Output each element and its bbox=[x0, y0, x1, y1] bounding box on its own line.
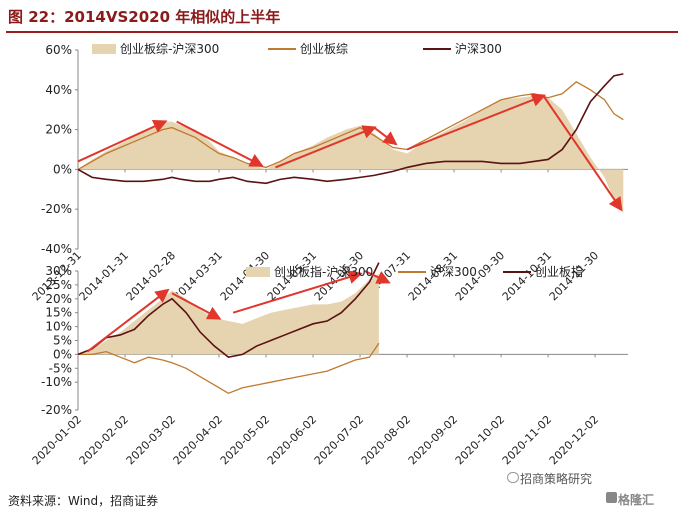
y-tick-label: 0% bbox=[53, 162, 72, 176]
x-tick-label: 2020-12-02 bbox=[547, 413, 601, 467]
figure-title: 图 22：2014VS2020 年相似的上半年 bbox=[8, 8, 281, 26]
y-tick-label: -10% bbox=[41, 375, 72, 389]
trend-arrow bbox=[364, 270, 391, 284]
trend-arrow bbox=[373, 126, 398, 146]
trend-arrow bbox=[406, 93, 546, 151]
trend-arrow bbox=[86, 288, 170, 353]
area-series-0 bbox=[78, 273, 379, 355]
y-tick-label: -40% bbox=[41, 242, 72, 256]
legend-swatch-area bbox=[92, 44, 116, 54]
y-tick-label: 10% bbox=[45, 320, 72, 334]
y-tick-label: 0% bbox=[53, 347, 72, 361]
legend-swatch-area bbox=[246, 267, 270, 277]
line-series-1 bbox=[78, 342, 380, 395]
y-tick-label: 25% bbox=[45, 278, 72, 292]
x-tick-label: 2020-10-02 bbox=[453, 413, 507, 467]
line-series-2 bbox=[77, 73, 624, 185]
x-tick-label: 2020-01-02 bbox=[30, 413, 84, 467]
y-tick-label: 30% bbox=[45, 264, 72, 278]
x-tick-label: 2014-01-31 bbox=[77, 249, 131, 303]
y-tick-label: -20% bbox=[41, 403, 72, 417]
y-tick-label: 20% bbox=[45, 123, 72, 137]
x-tick-label: 2020-04-02 bbox=[171, 413, 225, 467]
line-series-1 bbox=[77, 81, 624, 170]
area-series-0 bbox=[78, 95, 624, 214]
legend-label: 创业板综 bbox=[300, 42, 348, 56]
legend-label: 沪深300 bbox=[455, 42, 502, 56]
trend-arrow bbox=[542, 95, 623, 212]
trend-arrow bbox=[232, 270, 363, 314]
source-note: 资料来源：Wind，招商证券 bbox=[8, 494, 159, 508]
watermark-text: 招商策略研究 bbox=[520, 472, 593, 486]
x-tick-label: 2020-11-02 bbox=[500, 413, 554, 467]
y-tick-label: -5% bbox=[49, 361, 72, 375]
x-tick-label: 2020-06-02 bbox=[265, 413, 319, 467]
title-divider bbox=[6, 31, 678, 33]
wechat-icon bbox=[507, 472, 519, 483]
trend-arrow bbox=[77, 119, 168, 163]
x-tick-label: 2020-08-02 bbox=[359, 413, 413, 467]
legend-label: 创业板指 bbox=[535, 264, 583, 279]
x-tick-label: 2020-03-02 bbox=[124, 413, 178, 467]
x-tick-label: 2020-07-02 bbox=[312, 413, 366, 467]
y-tick-label: 60% bbox=[45, 43, 72, 57]
watermark-logo-text: 格隆汇 bbox=[618, 493, 655, 507]
y-tick-label: 5% bbox=[53, 334, 72, 348]
trend-arrow bbox=[275, 125, 377, 169]
trend-arrow bbox=[171, 292, 222, 320]
y-tick-label: 15% bbox=[45, 306, 72, 320]
x-tick-label: 2020-02-02 bbox=[77, 413, 131, 467]
trend-arrow bbox=[176, 120, 264, 167]
x-tick-label: 2020-09-02 bbox=[406, 413, 460, 467]
x-tick-label: 2020-05-02 bbox=[218, 413, 272, 467]
y-tick-label: 20% bbox=[45, 292, 72, 306]
y-tick-label: 40% bbox=[45, 83, 72, 97]
legend-label: 沪深300 bbox=[430, 265, 477, 279]
gelonghui-logo-icon bbox=[606, 492, 617, 503]
legend-label: 创业板综-沪深300 bbox=[120, 42, 219, 56]
y-tick-label: -20% bbox=[41, 202, 72, 216]
line-series-2 bbox=[77, 262, 380, 359]
legend-label: 创业板指-沪深300 bbox=[274, 264, 373, 279]
